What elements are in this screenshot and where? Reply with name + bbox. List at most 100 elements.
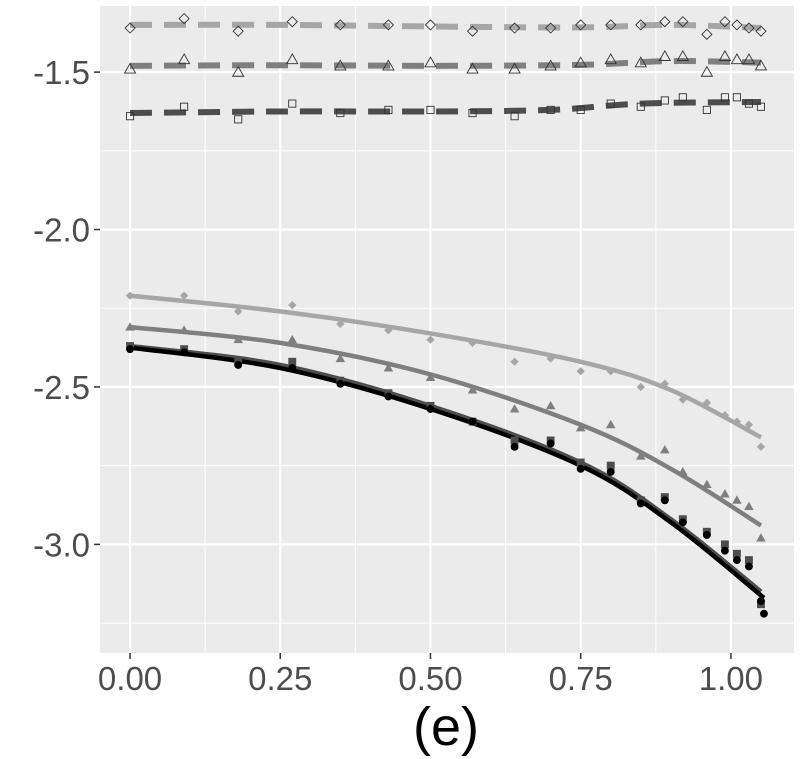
solid-light-diamond-point	[426, 335, 435, 344]
y-tick-label: -1.5	[33, 54, 90, 91]
dashed-light-diamond-point	[677, 16, 689, 28]
fit-lines	[129, 21, 766, 600]
solid-black-circle-point	[336, 379, 345, 388]
solid-black-circle-point	[576, 464, 585, 473]
x-axis: 0.00 0.25 0.50 0.75 1.00	[98, 653, 763, 697]
dashed-dark-square-point	[576, 105, 585, 114]
solid-mid-triangle-point	[756, 533, 766, 542]
solid-black-circle-point	[234, 360, 243, 369]
dashed-mid-triangle-point	[574, 56, 587, 68]
solid-mid-triangle-point	[179, 325, 189, 334]
dashed-mid-triangle-fit-line	[130, 58, 762, 69]
solid-black-circle-fit-line	[129, 345, 766, 600]
dashed-mid-triangle-point	[658, 49, 672, 61]
dashed-mid-triangle-point	[382, 59, 395, 71]
solid-mid-triangle-point	[125, 322, 135, 331]
solid-light-diamond-point	[660, 379, 669, 388]
x-tick-label: 0.00	[98, 660, 162, 697]
solid-black-circle-point	[720, 546, 729, 555]
solid-black-circle-point	[732, 556, 741, 565]
y-tick-label: -2.5	[33, 369, 90, 406]
solid-mid-triangle-point	[509, 404, 520, 413]
x-tick-label: 0.25	[248, 660, 312, 697]
x-tick-label: 0.50	[398, 660, 462, 697]
dashed-light-diamond-point	[605, 19, 617, 31]
dashed-light-diamond-point	[575, 19, 587, 31]
dashed-dark-square-point	[732, 93, 741, 102]
dashed-light-diamond-point	[701, 28, 713, 40]
dashed-dark-square-point	[468, 108, 477, 118]
solid-mid-triangle-point	[467, 385, 478, 394]
dashed-light-diamond-point	[508, 22, 521, 34]
solid-black-circle-point	[384, 392, 393, 401]
dashed-light-diamond-point	[635, 19, 647, 31]
dashed-mid-triangle-point	[604, 53, 618, 65]
y-tick-label: -2.0	[33, 212, 90, 249]
dashed-dark-square-point	[636, 102, 645, 111]
solid-mid-triangle-point	[720, 489, 730, 498]
dashed-light-diamond-point	[719, 16, 731, 28]
dashed-light-diamond-point	[382, 19, 395, 31]
solid-mid-triangle-point	[732, 495, 742, 504]
dashed-dark-square-point	[336, 108, 345, 118]
dashed-light-diamond-point	[334, 19, 346, 31]
solid-mid-triangle-point	[545, 400, 556, 410]
solid-mid-triangle-point	[744, 501, 754, 511]
y-grid	[100, 71, 794, 624]
solid-black-circle-point	[636, 499, 645, 508]
solid-light-diamond-point	[468, 338, 477, 348]
dashed-mid-triangle-point	[508, 62, 521, 74]
dashed-light-diamond-point	[659, 16, 671, 28]
solid-light-diamond-point	[576, 367, 585, 376]
solid-mid-triangle-point	[702, 479, 712, 489]
dashed-dark-square-point	[606, 99, 615, 108]
solid-black-circle-point	[606, 468, 615, 476]
solid-mid-triangle-point	[335, 353, 346, 363]
dashed-dark-square-point	[702, 105, 711, 114]
dashed-dark-square-point	[384, 105, 393, 114]
solid-dark-square-fit-line	[129, 343, 763, 594]
dashed-dark-square-point	[546, 105, 555, 114]
dashed-light-diamond-fit-line	[130, 21, 762, 32]
solid-mid-triangle-point	[636, 451, 646, 460]
dashed-mid-triangle-point	[177, 53, 191, 65]
dashed-mid-triangle-point	[754, 59, 768, 71]
solid-light-diamond-point	[288, 300, 297, 310]
dashed-dark-square-point	[510, 112, 519, 121]
solid-mid-triangle-point	[383, 363, 394, 372]
dashed-mid-triangle-point	[466, 62, 479, 74]
dashed-mid-triangle-point	[231, 65, 245, 77]
solid-mid-triangle-point	[660, 445, 670, 454]
solid-mid-triangle-point	[425, 372, 436, 381]
solid-black-circle-point	[744, 562, 753, 571]
dashed-light-diamond-point	[466, 25, 479, 37]
dashed-dark-square-fit-line	[130, 99, 761, 117]
dashed-mid-triangle-point	[634, 56, 648, 68]
x-tick-label: 0.75	[549, 660, 613, 697]
dashed-mid-triangle-point	[286, 53, 299, 65]
dashed-mid-triangle-point	[700, 65, 714, 77]
solid-light-diamond-point	[636, 382, 645, 392]
solid-black-circle-point	[426, 405, 435, 413]
dashed-mid-triangle-point	[123, 62, 137, 74]
solid-mid-triangle-point	[605, 419, 616, 429]
solid-light-diamond-point	[384, 326, 393, 335]
solid-light-diamond-point	[125, 291, 135, 300]
solid-light-diamond-point	[546, 354, 555, 363]
dashed-mid-triangle-point	[676, 49, 690, 61]
dashed-dark-square-point	[756, 102, 766, 111]
y-tick-label: -3.0	[33, 526, 90, 563]
solid-black-circle-point	[180, 348, 189, 357]
dashed-dark-square-point	[678, 93, 687, 102]
solid-light-diamond-point	[606, 367, 615, 376]
solid-black-circle-point	[660, 496, 669, 505]
solid-black-circle-point	[288, 364, 297, 373]
dashed-light-diamond-point	[545, 22, 557, 34]
solid-mid-triangle-point	[575, 422, 586, 432]
dashed-dark-square-point	[288, 99, 297, 108]
solid-black-circle-point	[702, 530, 711, 539]
data-points	[123, 12, 768, 618]
dashed-light-diamond-point	[124, 22, 136, 34]
solid-mid-triangle-point	[287, 334, 298, 344]
dashed-light-diamond-point	[178, 12, 190, 25]
